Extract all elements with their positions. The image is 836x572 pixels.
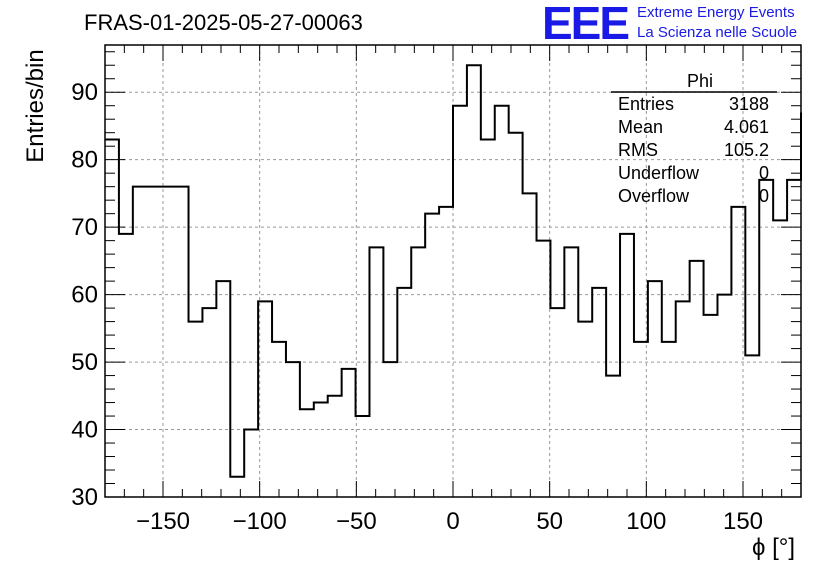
x-tick-label: −150 (136, 508, 190, 535)
chart-title: FRAS-01-2025-05-27-00063 (84, 10, 363, 35)
y-axis-label: Entries/bin (22, 49, 49, 163)
x-tick-label: 100 (626, 508, 666, 535)
logo-subtitle-line2: La Scienza nelle Scuole (637, 24, 798, 41)
logo-subtitle-line1: Extreme Energy Events (637, 4, 795, 21)
y-tick-label: 30 (71, 484, 98, 511)
stats-row-label: Entries (618, 94, 674, 114)
x-tick-labels: −150 −100 −50 0 50 100 150 (136, 508, 763, 535)
stats-title: Phi (687, 71, 713, 91)
y-tick-label: 70 (71, 214, 98, 241)
stats-row-value: 0 (759, 163, 769, 183)
y-tick-label: 50 (71, 349, 98, 376)
stats-row-value: 4.061 (724, 117, 769, 137)
axis-ticks (104, 45, 802, 498)
stats-row-value: 0 (759, 186, 769, 206)
stats-row-value: 3188 (729, 94, 769, 114)
x-tick-label: 150 (723, 508, 763, 535)
stats-box: Phi Entries 3188 Mean 4.061 RMS 105.2 Underflow… (611, 71, 777, 206)
stats-row-label: Underflow (618, 163, 700, 183)
y-tick-label: 90 (71, 79, 98, 106)
x-tick-label: 0 (446, 508, 459, 535)
stats-row-label: Overflow (618, 186, 690, 206)
y-tick-labels: 30 40 50 60 70 80 90 (71, 79, 98, 511)
y-tick-label: 60 (71, 282, 98, 309)
y-tick-label: 40 (71, 417, 98, 444)
stats-row-label: Mean (618, 117, 663, 137)
x-tick-label: −100 (233, 508, 287, 535)
x-tick-label: −50 (336, 508, 377, 535)
histogram-steps (105, 64, 802, 478)
stats-row-value: 105.2 (724, 140, 769, 160)
x-tick-label: 50 (536, 508, 563, 535)
y-tick-label: 80 (71, 147, 98, 174)
stats-row-label: RMS (618, 140, 658, 160)
eee-logo: EEE (542, 0, 630, 49)
x-axis-label: ϕ [°] (752, 534, 796, 561)
